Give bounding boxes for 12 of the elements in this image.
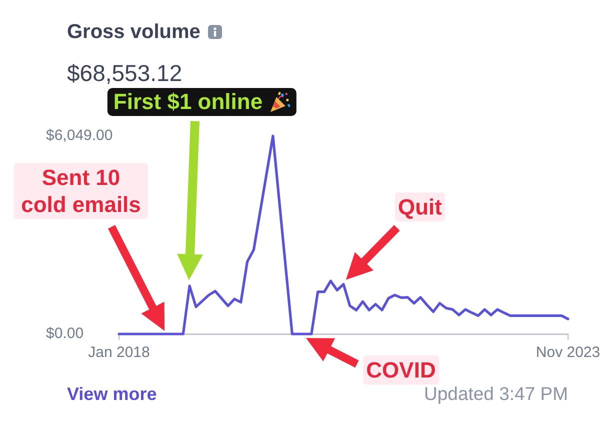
chart-title: Gross volume bbox=[67, 21, 200, 43]
text: First $1 online bbox=[113, 89, 263, 114]
x-tick-label: Nov 2023 bbox=[536, 344, 600, 362]
text: View more bbox=[67, 384, 157, 404]
text: Updated 3:47 PM bbox=[424, 383, 568, 404]
annotation: COVID bbox=[366, 356, 436, 384]
x-tick-label: Jan 2018 bbox=[88, 344, 150, 362]
y-tick-label: $6,049.00 bbox=[46, 127, 113, 144]
annotation: Quit bbox=[398, 194, 442, 220]
y-tick-label: $0.00 bbox=[46, 325, 84, 342]
chart-subtitle: $68,553.12 bbox=[67, 60, 182, 86]
annotation: Sent 10 cold emails bbox=[17, 164, 145, 218]
